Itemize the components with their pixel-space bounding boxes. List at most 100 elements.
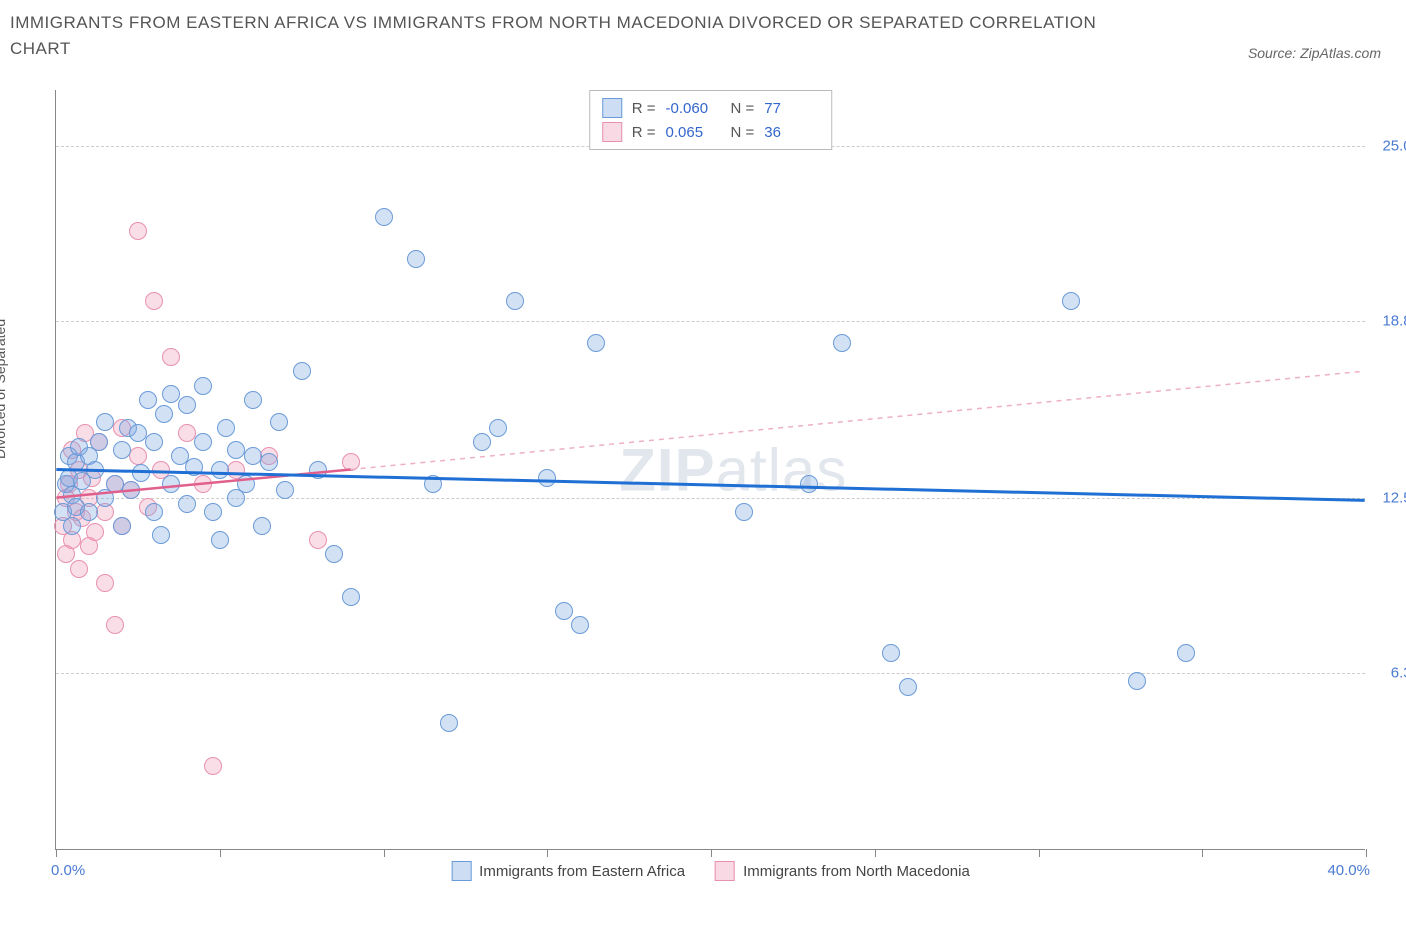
chart-title: IMMIGRANTS FROM EASTERN AFRICA VS IMMIGR… — [10, 10, 1110, 61]
scatter-point — [833, 334, 851, 352]
scatter-point — [185, 458, 203, 476]
scatter-point — [571, 616, 589, 634]
scatter-point — [309, 531, 327, 549]
scatter-point — [270, 413, 288, 431]
scatter-point — [145, 503, 163, 521]
x-tick — [875, 849, 876, 857]
scatter-point — [162, 475, 180, 493]
r-label: R = — [632, 124, 656, 141]
scatter-point — [194, 475, 212, 493]
scatter-point — [882, 644, 900, 662]
x-min-label: 0.0% — [51, 862, 85, 879]
scatter-point — [113, 517, 131, 535]
x-tick — [220, 849, 221, 857]
scatter-point — [90, 433, 108, 451]
scatter-point — [342, 453, 360, 471]
scatter-point — [106, 616, 124, 634]
scatter-point — [587, 334, 605, 352]
scatter-point — [244, 391, 262, 409]
x-tick — [56, 849, 57, 857]
y-tick-label: 18.8% — [1370, 312, 1406, 329]
chart-container: Divorced or Separated ZIPatlas R = -0.06… — [10, 80, 1396, 920]
scatter-point — [113, 441, 131, 459]
scatter-point — [489, 419, 507, 437]
scatter-point — [253, 517, 271, 535]
y-tick-label: 6.3% — [1370, 664, 1406, 681]
scatter-point — [555, 602, 573, 620]
scatter-point — [227, 441, 245, 459]
scatter-point — [145, 292, 163, 310]
scatter-point — [96, 574, 114, 592]
scatter-point — [375, 208, 393, 226]
scatter-point — [70, 560, 88, 578]
x-max-label: 40.0% — [1327, 862, 1370, 879]
scatter-point — [211, 461, 229, 479]
scatter-point — [800, 475, 818, 493]
scatter-point — [1062, 292, 1080, 310]
scatter-point — [194, 433, 212, 451]
scatter-point — [276, 481, 294, 499]
scatter-point — [211, 531, 229, 549]
x-tick — [384, 849, 385, 857]
r-value: 0.065 — [666, 124, 721, 141]
scatter-point — [122, 481, 140, 499]
plot-area: ZIPatlas R = -0.060 N = 77 R = 0.065 N =… — [55, 90, 1365, 850]
scatter-point — [162, 348, 180, 366]
source-label: Source: ZipAtlas.com — [1248, 45, 1381, 61]
scatter-point — [506, 292, 524, 310]
legend-series-item: Immigrants from North Macedonia — [715, 861, 970, 881]
n-value: 77 — [764, 100, 819, 117]
scatter-point — [162, 385, 180, 403]
scatter-point — [237, 475, 255, 493]
scatter-point — [204, 503, 222, 521]
scatter-point — [293, 362, 311, 380]
scatter-point — [178, 424, 196, 442]
scatter-point — [155, 405, 173, 423]
scatter-point — [86, 523, 104, 541]
x-tick — [1039, 849, 1040, 857]
x-tick — [1202, 849, 1203, 857]
scatter-point — [145, 433, 163, 451]
scatter-point — [424, 475, 442, 493]
scatter-point — [1128, 672, 1146, 690]
scatter-point — [899, 678, 917, 696]
scatter-point — [342, 588, 360, 606]
scatter-point — [178, 495, 196, 513]
y-tick-label: 12.5% — [1370, 490, 1406, 507]
n-value: 36 — [764, 124, 819, 141]
scatter-point — [407, 250, 425, 268]
scatter-point — [325, 545, 343, 563]
r-value: -0.060 — [666, 100, 721, 117]
scatter-point — [139, 391, 157, 409]
y-axis-label: Divorced or Separated — [0, 319, 8, 459]
scatter-point — [260, 453, 278, 471]
scatter-point — [440, 714, 458, 732]
scatter-point — [178, 396, 196, 414]
legend-swatch-icon — [715, 861, 735, 881]
scatter-point — [152, 526, 170, 544]
y-tick-label: 25.0% — [1370, 138, 1406, 155]
scatter-point — [204, 757, 222, 775]
scatter-point — [194, 377, 212, 395]
x-tick — [711, 849, 712, 857]
legend-swatch-icon — [602, 98, 622, 118]
scatter-point — [106, 475, 124, 493]
x-tick — [1366, 849, 1367, 857]
scatter-point — [96, 413, 114, 431]
scatter-point — [735, 503, 753, 521]
scatter-point — [63, 517, 81, 535]
scatter-point — [538, 469, 556, 487]
legend-correlation-row: R = 0.065 N = 36 — [602, 120, 820, 144]
scatter-point — [1177, 644, 1195, 662]
legend-swatch-icon — [602, 122, 622, 142]
legend-series-item: Immigrants from Eastern Africa — [451, 861, 685, 881]
scatter-point — [86, 461, 104, 479]
legend-swatch-icon — [451, 861, 471, 881]
legend-series-label: Immigrants from Eastern Africa — [479, 863, 685, 880]
r-label: R = — [632, 100, 656, 117]
n-label: N = — [731, 124, 755, 141]
legend-correlation-row: R = -0.060 N = 77 — [602, 96, 820, 120]
scatter-point — [129, 222, 147, 240]
scatter-point — [129, 424, 147, 442]
x-tick — [547, 849, 548, 857]
